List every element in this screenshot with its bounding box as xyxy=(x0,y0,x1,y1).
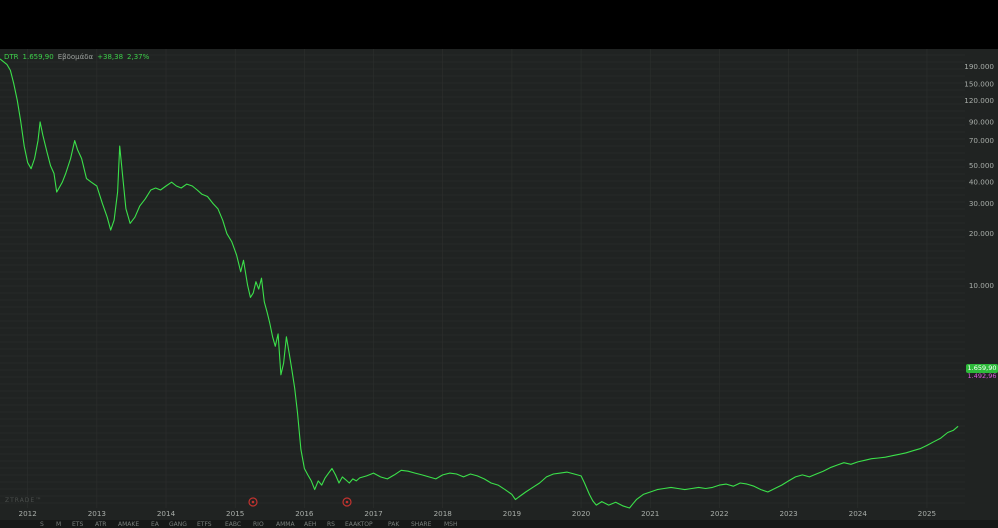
x-tick-label: 2018 xyxy=(434,509,453,518)
x-tick-label: 2025 xyxy=(918,509,936,518)
bottom-toolbar: S M ETS ATR AMAKE EA GANG ETFS EABC RIO AMMA AEH RS E… xyxy=(0,520,998,528)
legend-price: 1.659,90 xyxy=(22,53,54,61)
toolbar-item[interactable]: GANG xyxy=(169,521,187,528)
toolbar-item[interactable]: M xyxy=(56,521,62,528)
toolbar-item[interactable]: AMAKE xyxy=(118,521,140,528)
y-tick-label: 40.000 xyxy=(969,178,995,187)
series-line xyxy=(0,58,959,509)
y-tick-label: 90.000 xyxy=(969,117,995,126)
x-tick-label: 2015 xyxy=(226,509,244,518)
y-tick-label: 30.000 xyxy=(969,199,995,208)
top-bar xyxy=(0,0,998,49)
x-tick-label: 2013 xyxy=(88,509,106,518)
toolbar-item[interactable]: AEH xyxy=(304,521,317,528)
toolbar-item[interactable]: EA xyxy=(151,521,159,528)
x-tick-label: 2016 xyxy=(295,509,314,518)
toolbar-item[interactable]: RIO xyxy=(253,521,264,528)
x-tick-label: 2019 xyxy=(503,509,522,518)
legend-change-pct: 2,37% xyxy=(127,53,150,61)
toolbar-item[interactable]: MSH xyxy=(444,521,458,528)
line-layer xyxy=(0,58,959,509)
event-marker-icon[interactable] xyxy=(342,497,352,507)
toolbar-item[interactable]: EABC xyxy=(225,521,242,528)
toolbar-item[interactable]: SHARE xyxy=(411,521,432,528)
x-axis: 2012 2013 2014 2015 2016 2017 2018 2019 2020 2021… xyxy=(19,509,937,518)
toolbar-item[interactable]: ETS xyxy=(72,521,84,528)
legend-symbol: DTR xyxy=(4,53,19,61)
toolbar-item[interactable]: EAAKTOP xyxy=(345,521,373,528)
y-tick-label: 120.000 xyxy=(964,96,994,105)
y-axis: 190.000 150.000 120.000 90.000 70.000 50.000 4… xyxy=(964,62,994,290)
toolbar-item[interactable]: S xyxy=(40,521,44,528)
x-tick-label: 2023 xyxy=(779,509,797,518)
x-tick-label: 2024 xyxy=(849,509,868,518)
legend-change: +38,38 xyxy=(97,53,124,61)
chart-legend: DTR 1.659,90 Εβδομάδα +38,38 2,37% xyxy=(4,53,153,61)
event-marker-dot xyxy=(251,500,255,504)
x-tick-label: 2022 xyxy=(710,509,728,518)
toolbar-item[interactable]: PAK xyxy=(388,521,400,528)
toolbar-item[interactable]: AMMA xyxy=(276,521,295,528)
y-tick-label: 190.000 xyxy=(964,62,994,71)
y-tick-label: 10.000 xyxy=(969,281,995,290)
grid-layer xyxy=(0,49,965,508)
toolbar-item[interactable]: ATR xyxy=(95,521,107,528)
x-tick-label: 2020 xyxy=(572,509,591,518)
y-tick-label: 150.000 xyxy=(964,79,994,88)
event-marker-dot xyxy=(345,500,349,504)
secondary-price-tag: 1.492,96 xyxy=(967,372,997,380)
watermark-logo: ZTRADE™ xyxy=(5,497,43,504)
legend-interval[interactable]: Εβδομάδα xyxy=(57,53,94,61)
chart-area[interactable] xyxy=(0,49,998,528)
x-tick-label: 2021 xyxy=(641,509,659,518)
event-markers xyxy=(248,497,352,507)
x-tick-label: 2017 xyxy=(364,509,382,518)
y-tick-label: 50.000 xyxy=(969,161,995,170)
y-tick-label: 20.000 xyxy=(969,229,995,238)
y-tick-label: 70.000 xyxy=(969,136,995,145)
toolbar-item[interactable]: RS xyxy=(327,521,335,528)
last-price-tag: 1.659,90 xyxy=(966,364,998,373)
toolbar-item[interactable]: ETFS xyxy=(197,521,212,528)
event-marker-icon[interactable] xyxy=(248,497,258,507)
x-tick-label: 2014 xyxy=(157,509,176,518)
x-tick-label: 2012 xyxy=(19,509,37,518)
